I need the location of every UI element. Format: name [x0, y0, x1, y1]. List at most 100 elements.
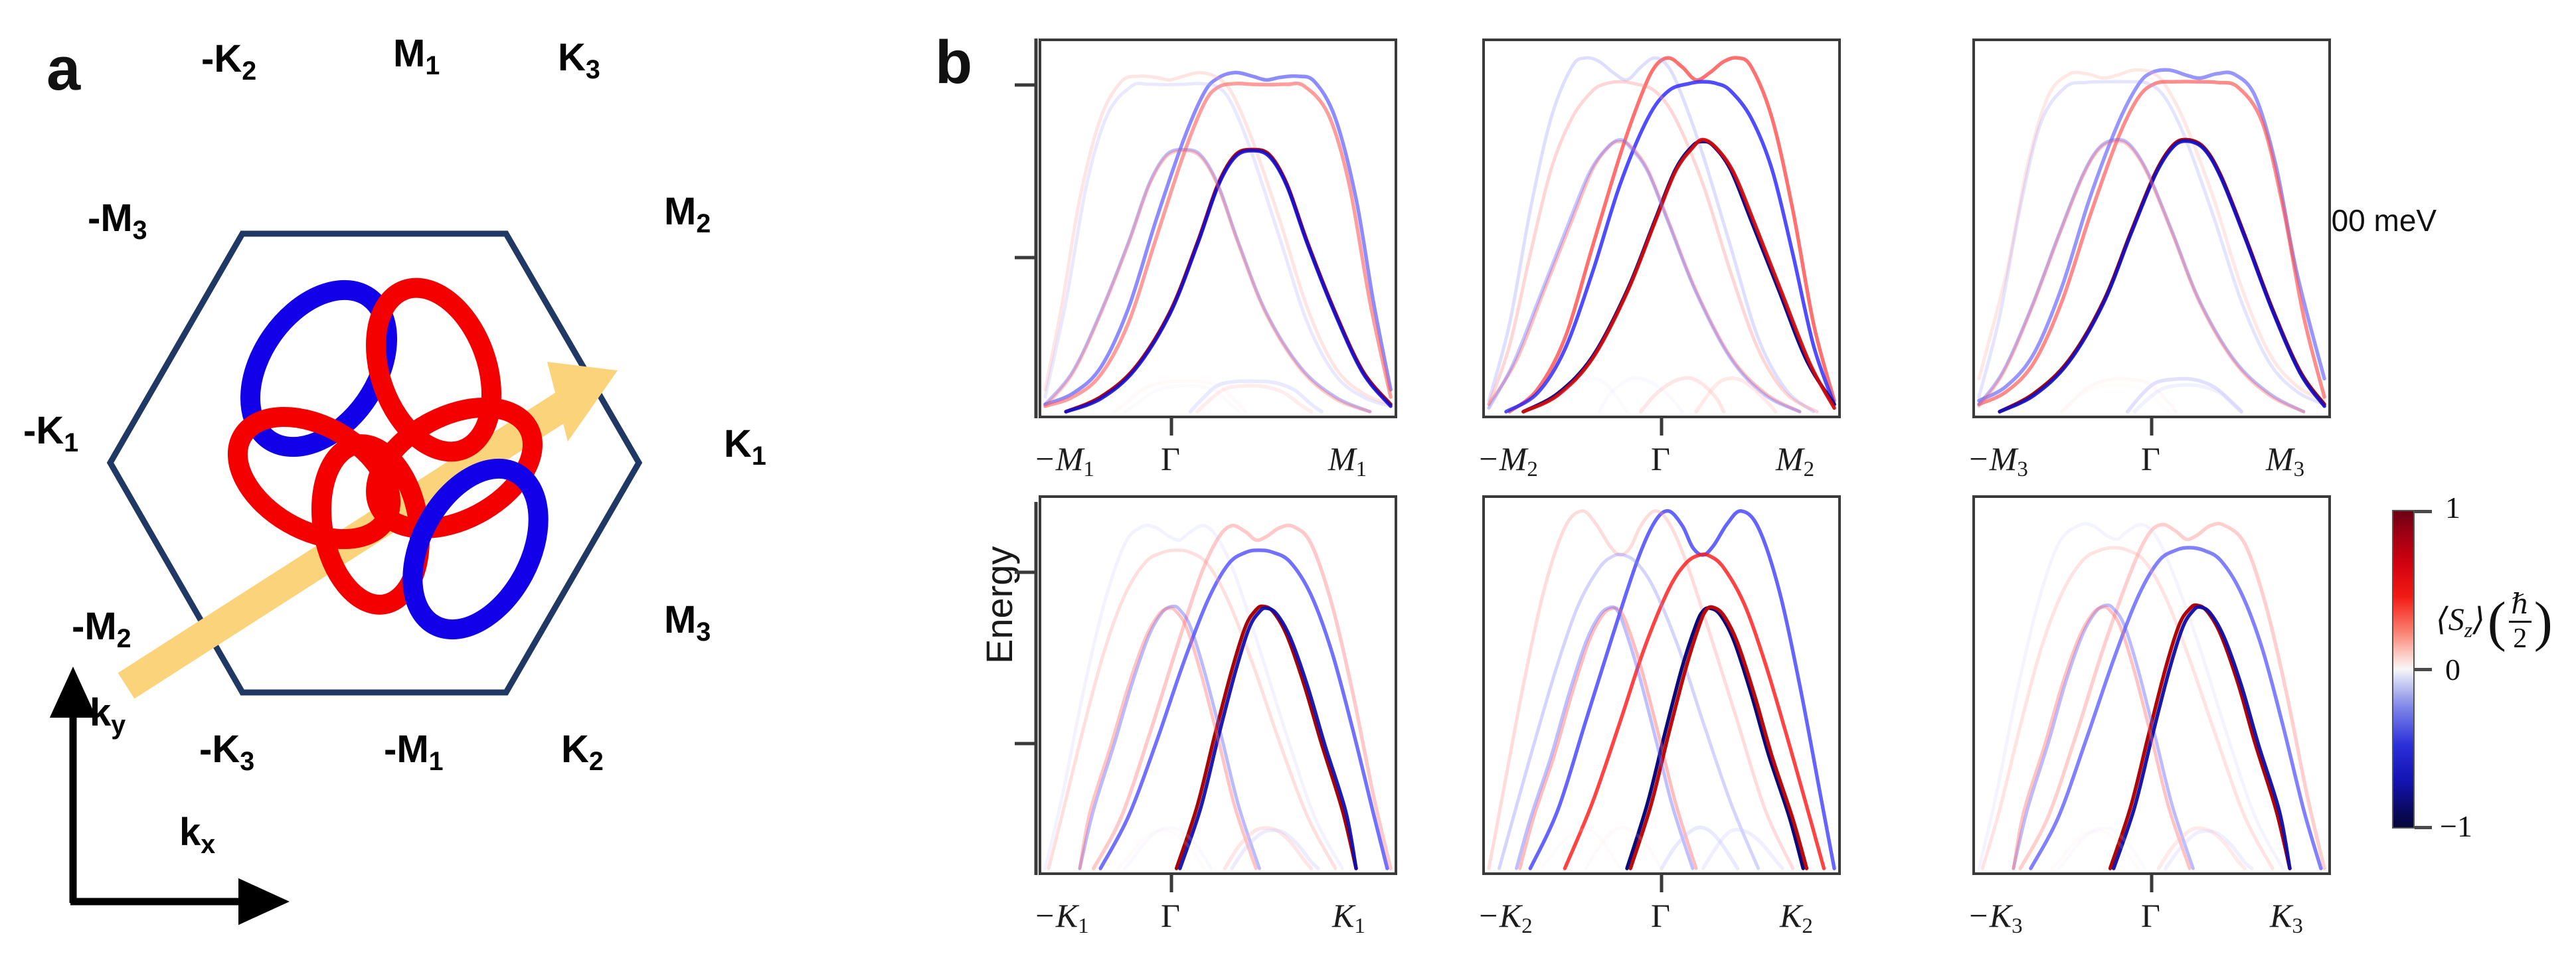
- band-curves-K3-cut: [1977, 522, 2326, 870]
- band-curves-M2-cut: [1487, 56, 1836, 414]
- band-curve-mirror: [1977, 139, 2306, 414]
- bz-label-K2: K2: [561, 728, 604, 776]
- band-curve-mirror: [1518, 606, 1698, 870]
- xlabel-K1-left: −K1: [1033, 897, 1089, 939]
- spin-texture-petals: [227, 278, 549, 640]
- band-curve-mirror: [1977, 137, 2306, 414]
- band-plot-K1: [1039, 495, 1397, 875]
- xlabel-M2-right: M2: [1776, 440, 1815, 482]
- band-curve-mirror: [1043, 70, 1393, 406]
- brillouin-zone-drawing: [49, 230, 643, 925]
- xlabel-K3-left: −K3: [1967, 897, 2023, 939]
- band-curve-mirror: [1487, 509, 1795, 870]
- bz-label-K3: K3: [558, 36, 600, 84]
- colorbar-tick-label-zero: 0: [2445, 653, 2460, 686]
- colorbar-sz-open: ⟨S: [2436, 602, 2464, 638]
- band-curve: [2132, 383, 2243, 414]
- band-curve-mirror: [1597, 376, 1684, 414]
- xlabel-M1-left: −M1: [1033, 440, 1094, 482]
- bz-label-M2: M2: [664, 190, 711, 238]
- bz-label-minus-K2: -K2: [201, 37, 257, 86]
- xlabel-K2-right: K2: [1780, 897, 1813, 939]
- band-plot-M3: [1972, 39, 2331, 418]
- band-curve-mirror: [1078, 604, 1261, 870]
- band-curve: [1998, 139, 2326, 414]
- band-curve: [1639, 376, 1726, 414]
- band-curve: [1092, 523, 1393, 870]
- band-curve-mirror: [2060, 383, 2171, 414]
- band-curve-mirror: [1487, 80, 1819, 414]
- xlabel-M3-left: −M3: [1967, 440, 2028, 482]
- xlabel-K2-gamma: Γ: [1651, 897, 1670, 934]
- colorbar-sz-sub: z: [2464, 618, 2473, 642]
- band-curve-mirror: [1977, 68, 2326, 402]
- xlabel-K1-gamma: Γ: [1161, 897, 1180, 934]
- band-plot-M2: [1482, 39, 1841, 418]
- band-curve: [1223, 826, 1314, 870]
- band-curve: [2125, 376, 2243, 414]
- petal-blue-upper-left: [240, 280, 397, 457]
- band-curve-mirror: [2012, 605, 2191, 870]
- ky-axis-label: ky: [90, 691, 126, 740]
- petal-red-upper-right: [366, 278, 501, 462]
- band-curve-mirror: [1545, 376, 1629, 414]
- band-curve-mirror: [2057, 826, 2147, 870]
- band-curve: [1043, 81, 1393, 408]
- colorbar-tick-bottom: [2415, 826, 2432, 829]
- band-curve-mirror: [1123, 826, 1213, 870]
- band-curve: [2018, 522, 2326, 870]
- bz-label-minus-M1: -M1: [384, 728, 444, 776]
- band-curve: [1043, 70, 1393, 406]
- band-curve: [1694, 376, 1778, 414]
- band-curve: [1701, 828, 1784, 870]
- band-curve-mirror: [1977, 80, 2326, 406]
- band-curve-mirror: [2060, 376, 2178, 414]
- band-curve-mirror: [1977, 522, 2285, 870]
- k-axes-icon: [49, 667, 290, 925]
- colorbar-hbar: ℏ: [2511, 590, 2530, 620]
- band-curve: [1977, 80, 2326, 406]
- band-plot-K3: [1972, 495, 2331, 875]
- band-curve: [1504, 80, 1836, 414]
- bz-label-minus-K1: -K1: [23, 409, 79, 457]
- band-curve: [1195, 384, 1314, 414]
- colorbar-paren-open: (: [2487, 590, 2506, 653]
- band-curve: [2112, 605, 2292, 870]
- colorbar-tick-label-min: −1: [2440, 809, 2472, 843]
- bz-label-minus-K3: -K3: [199, 728, 255, 776]
- band-curve-mirror: [1043, 147, 1372, 414]
- bz-label-minus-M3: -M3: [88, 197, 147, 245]
- band-curve: [1628, 605, 1809, 870]
- band-curve-mirror: [1980, 546, 2275, 870]
- band-curve: [2029, 546, 2323, 870]
- band-plot-M1: [1039, 39, 1397, 418]
- band-curve: [1521, 137, 1836, 414]
- band-curve-mirror: [2012, 603, 2195, 870]
- xlabel-K3-right: K3: [2270, 897, 2303, 939]
- band-curve: [1098, 548, 1389, 870]
- xlabel-M3-gamma: Γ: [2141, 440, 2160, 477]
- panel-a-brillouin-zone: a: [0, 0, 903, 960]
- panel-a-label: a: [46, 35, 81, 103]
- colorbar-title: ⟨Sz⟩ ( ℏ 2 ): [2436, 591, 2553, 653]
- bz-label-K1: K1: [724, 422, 766, 471]
- band-curve-mirror: [1112, 379, 1248, 414]
- colorbar-two: 2: [2513, 623, 2528, 654]
- bz-label-M1: M1: [393, 32, 440, 80]
- xlabel-K1-right: K1: [1332, 897, 1365, 939]
- kx-axis-label: kx: [179, 811, 216, 859]
- xlabel-K2-left: −K2: [1477, 897, 1533, 939]
- xlabel-M1-gamma: Γ: [1161, 440, 1180, 477]
- band-curve-mirror: [1116, 828, 1206, 870]
- band-curve: [1507, 56, 1836, 414]
- petal-red-lower-left: [311, 434, 430, 615]
- scalebar-label: 500 meV: [2314, 203, 2437, 238]
- band-curve: [1563, 552, 1826, 870]
- colorbar-paren-close: ): [2533, 590, 2553, 653]
- colorbar-tick-top: [2415, 510, 2432, 513]
- petal-red-right: [366, 397, 543, 539]
- xlabel-M1-right: M1: [1328, 440, 1367, 482]
- xlabel-M2-left: −M2: [1477, 440, 1538, 482]
- band-curve-mirror: [1539, 828, 1622, 870]
- xlabel-M2-gamma: Γ: [1651, 440, 1670, 477]
